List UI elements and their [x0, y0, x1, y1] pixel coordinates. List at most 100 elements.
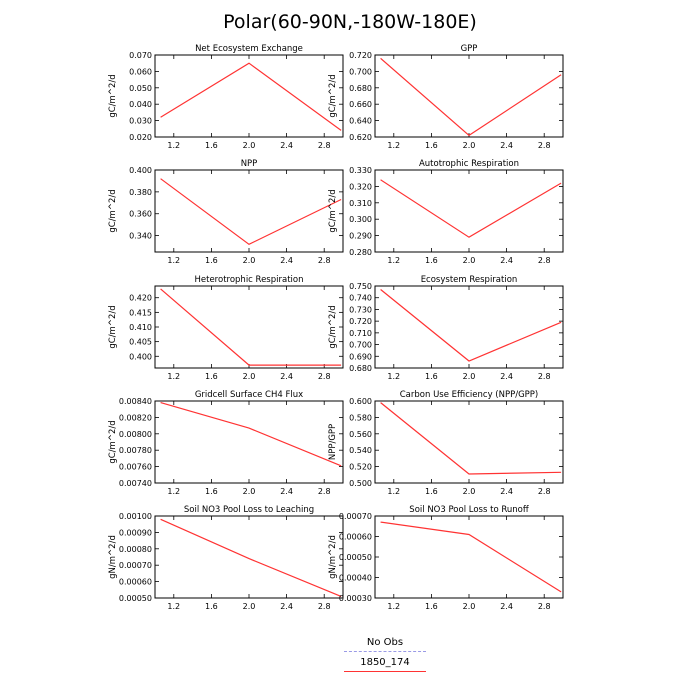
- y-tick-label: 0.360: [129, 210, 152, 219]
- x-tick-label: 1.2: [167, 602, 180, 611]
- x-tick-label: 2.4: [280, 141, 293, 150]
- x-tick-label: 2.4: [280, 256, 293, 265]
- panel-9: Soil NO3 Pool Loss to Leaching 0.00050 0.0…: [108, 505, 344, 611]
- y-tick-label: 0.410: [129, 323, 152, 332]
- y-tick-label: 0.280: [349, 248, 372, 257]
- y-tick-label: 0.00050: [119, 594, 152, 603]
- panel-6: Ecosystem Respiration 0.680 0.690 0.700 0.71…: [328, 275, 564, 381]
- y-tick-label: 0.660: [349, 100, 372, 109]
- panel-5: Heterotrophic Respiration 0.400 0.405 0.410…: [108, 275, 344, 381]
- x-tick-label: 1.2: [167, 487, 180, 496]
- y-tick-label: 0.400: [129, 166, 152, 175]
- y-tick-label: 0.060: [129, 67, 152, 76]
- y-tick-label: 0.420: [129, 294, 152, 303]
- plot-frame: [374, 400, 564, 484]
- x-tick-label: 1.6: [205, 256, 218, 265]
- legend-line-no-obs: [344, 651, 426, 652]
- y-tick-label: 0.00060: [119, 578, 152, 587]
- x-tick-label: 2.8: [318, 602, 331, 611]
- x-tick-label: 2.8: [538, 602, 551, 611]
- x-tick-label: 1.6: [205, 487, 218, 496]
- y-axis-label: gC/m^2/d: [108, 74, 118, 117]
- plot-frame: [374, 515, 564, 599]
- panel-title: Net Ecosystem Exchange: [195, 44, 303, 54]
- x-tick-label: 1.2: [387, 372, 400, 381]
- y-tick-label: 0.030: [129, 117, 152, 126]
- panel-title: Soil NO3 Pool Loss to Leaching: [184, 505, 314, 515]
- x-tick-label: 2.0: [243, 256, 256, 265]
- plot-frame: [154, 54, 344, 138]
- y-tick-label: 0.040: [129, 100, 152, 109]
- x-tick-label: 2.8: [538, 141, 551, 150]
- y-tick-label: 0.710: [349, 329, 372, 338]
- x-tick-label: 2.8: [318, 256, 331, 265]
- x-tick-label: 2.8: [318, 141, 331, 150]
- plot-frame: [374, 285, 564, 369]
- plot-frame: [154, 169, 344, 253]
- y-axis-label: gC/m^2/d: [328, 189, 338, 232]
- x-tick-label: 2.4: [500, 487, 513, 496]
- x-tick-label: 2.0: [463, 372, 476, 381]
- series-line-1850-174: [380, 402, 562, 475]
- y-tick-label: 0.00080: [119, 545, 152, 554]
- y-tick-label: 0.520: [349, 463, 372, 472]
- x-tick-label: 1.2: [387, 256, 400, 265]
- y-tick-label: 0.290: [349, 232, 372, 241]
- panel-3: NPP 0.340 0.360 0.380 0.400 1.2 1.6 2.0 2.4 2.8 gC…: [108, 159, 344, 265]
- y-tick-label: 0.720: [349, 317, 372, 326]
- x-tick-label: 1.6: [425, 602, 438, 611]
- x-tick-label: 1.6: [205, 602, 218, 611]
- x-tick-label: 2.8: [318, 372, 331, 381]
- y-tick-label: 0.320: [349, 182, 372, 191]
- panel-title: GPP: [461, 44, 478, 54]
- x-tick-label: 1.6: [205, 372, 218, 381]
- y-tick-label: 0.600: [349, 397, 372, 406]
- x-tick-label: 1.2: [387, 487, 400, 496]
- panel-title: Carbon Use Efficiency (NPP/GPP): [400, 390, 539, 400]
- x-tick-label: 2.0: [243, 372, 256, 381]
- plot-frame: [374, 54, 564, 138]
- x-tick-label: 2.4: [280, 487, 293, 496]
- panels-group: Net Ecosystem Exchange 0.020 0.030 0.040 0.0…: [108, 44, 564, 611]
- y-tick-label: 0.415: [129, 308, 152, 317]
- x-tick-label: 2.8: [538, 256, 551, 265]
- x-tick-label: 1.6: [425, 141, 438, 150]
- x-tick-label: 2.4: [280, 372, 293, 381]
- y-tick-label: 0.640: [349, 117, 372, 126]
- legend: No Obs 1850_174: [344, 636, 426, 676]
- x-tick-label: 2.8: [538, 372, 551, 381]
- series-line-1850-174: [160, 402, 342, 467]
- series-line-1850-174: [380, 289, 562, 362]
- legend-label-1850-174: 1850_174: [360, 657, 410, 668]
- y-axis-label: gN/m^2/d: [328, 535, 338, 579]
- y-tick-label: 0.400: [129, 352, 152, 361]
- series-line-1850-174: [160, 178, 342, 245]
- x-tick-label: 2.4: [500, 372, 513, 381]
- y-axis-label: gC/m^2/d: [328, 74, 338, 117]
- panel-title: Gridcell Surface CH4 Flux: [195, 390, 303, 400]
- y-tick-label: 0.680: [349, 364, 372, 373]
- x-tick-label: 1.6: [425, 372, 438, 381]
- legend-label-no-obs: No Obs: [366, 637, 404, 648]
- y-tick-label: 0.00760: [119, 463, 152, 472]
- y-tick-label: 0.405: [129, 338, 152, 347]
- legend-line-1850-174: [344, 671, 426, 672]
- y-tick-label: 0.340: [129, 232, 152, 241]
- x-tick-label: 1.2: [167, 141, 180, 150]
- y-tick-label: 0.500: [349, 479, 372, 488]
- panel-title: Autotrophic Respiration: [419, 159, 519, 169]
- series-line-1850-174: [160, 288, 342, 366]
- y-tick-label: 0.720: [349, 51, 372, 60]
- y-tick-label: 0.00800: [119, 430, 152, 439]
- y-tick-label: 0.00780: [119, 446, 152, 455]
- panel-title: NPP: [241, 159, 258, 169]
- y-tick-label: 0.690: [349, 352, 372, 361]
- y-tick-label: 0.00090: [119, 528, 152, 537]
- panel-2: GPP 0.620 0.640 0.660 0.680 0.700 0.720 1.2 1.6 2…: [328, 44, 564, 150]
- y-tick-label: 0.00050: [339, 553, 372, 562]
- y-tick-label: 0.540: [349, 446, 372, 455]
- y-tick-label: 0.700: [349, 341, 372, 350]
- panel-title: Ecosystem Respiration: [421, 275, 518, 285]
- x-tick-label: 1.2: [387, 141, 400, 150]
- plot-frame: [154, 285, 344, 369]
